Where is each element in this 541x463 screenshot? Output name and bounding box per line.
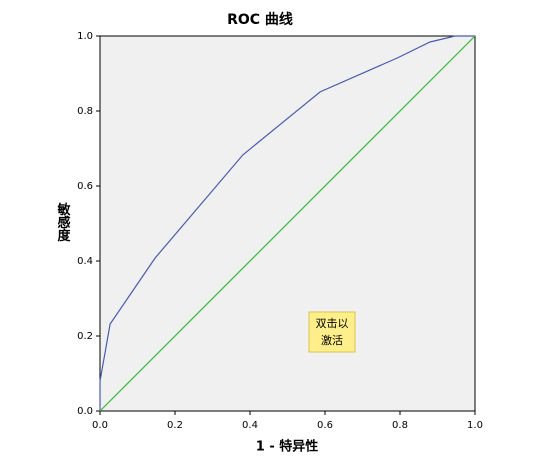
y-tick-label: 0.6 — [77, 181, 93, 192]
x-axis-label: 1 - 特异性 — [256, 439, 319, 455]
annotation[interactable]: 双击以 — [316, 317, 349, 330]
x-tick-label: 0.8 — [392, 420, 408, 431]
annotation[interactable]: 激活 — [321, 333, 343, 347]
roc-line — [99, 35, 475, 411]
y-tick-label: 0.0 — [77, 406, 93, 417]
y-tick-label: 1.0 — [77, 31, 93, 42]
x-tick-label: 0.0 — [92, 420, 108, 431]
x-tick-label: 1.0 — [467, 420, 483, 431]
chart-title: ROC 曲线 — [227, 11, 293, 28]
y-tick-label: 0.2 — [77, 331, 93, 342]
x-tick-label: 0.4 — [242, 420, 258, 431]
roc-line — [99, 35, 476, 412]
y-axis-label: 敏感度 — [55, 202, 72, 243]
y-tick-label: 0.4 — [77, 256, 93, 267]
x-tick-label: 0.2 — [167, 420, 183, 431]
x-tick-label: 0.6 — [317, 420, 333, 431]
annotation-box[interactable] — [308, 311, 356, 353]
y-tick-label: 0.8 — [77, 106, 93, 117]
